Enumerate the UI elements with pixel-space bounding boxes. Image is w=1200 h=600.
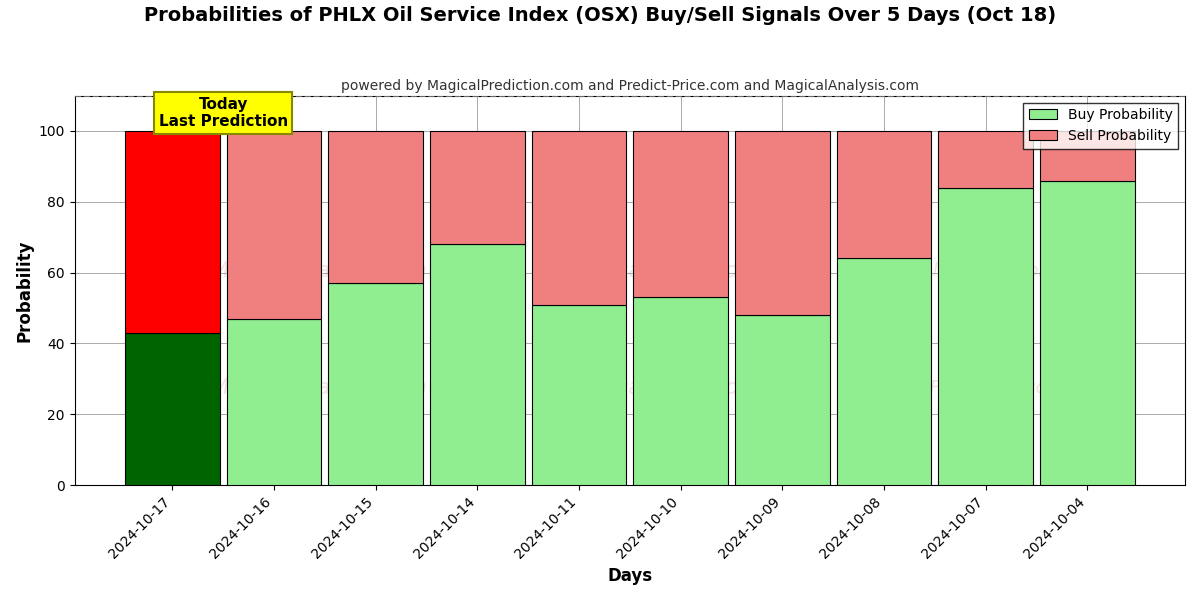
Bar — [227, 131, 322, 319]
X-axis label: Days: Days — [607, 567, 653, 585]
Bar — [736, 131, 829, 315]
Bar — [125, 333, 220, 485]
Text: Today
Last Prediction: Today Last Prediction — [158, 97, 288, 130]
Bar — [125, 131, 220, 333]
Legend: Buy Probability, Sell Probability: Buy Probability, Sell Probability — [1024, 103, 1178, 149]
Bar — [836, 259, 931, 485]
Text: MagicalAnalysis.com: MagicalAnalysis.com — [210, 378, 427, 398]
Bar — [938, 188, 1033, 485]
Text: MagicalAnalysis.com: MagicalAnalysis.com — [870, 262, 1056, 280]
Bar — [634, 131, 728, 298]
Text: MagicalPrediction.com: MagicalPrediction.com — [862, 379, 1064, 397]
Bar — [736, 315, 829, 485]
Bar — [532, 305, 626, 485]
Text: MagicalPrediction.com: MagicalPrediction.com — [568, 261, 803, 281]
Bar — [836, 131, 931, 259]
Bar — [430, 244, 524, 485]
Bar — [430, 131, 524, 244]
Title: powered by MagicalPrediction.com and Predict-Price.com and MagicalAnalysis.com: powered by MagicalPrediction.com and Pre… — [341, 79, 919, 93]
Bar — [1040, 181, 1134, 485]
Bar — [329, 283, 422, 485]
Text: MagicalAnalysis.com: MagicalAnalysis.com — [210, 261, 427, 281]
Bar — [227, 319, 322, 485]
Bar — [532, 131, 626, 305]
Bar — [938, 131, 1033, 188]
Bar — [634, 298, 728, 485]
Y-axis label: Probability: Probability — [16, 239, 34, 341]
Bar — [1040, 131, 1134, 181]
Text: Probabilities of PHLX Oil Service Index (OSX) Buy/Sell Signals Over 5 Days (Oct : Probabilities of PHLX Oil Service Index … — [144, 6, 1056, 25]
Bar — [329, 131, 422, 283]
Text: MagicalPrediction.com: MagicalPrediction.com — [568, 378, 803, 398]
